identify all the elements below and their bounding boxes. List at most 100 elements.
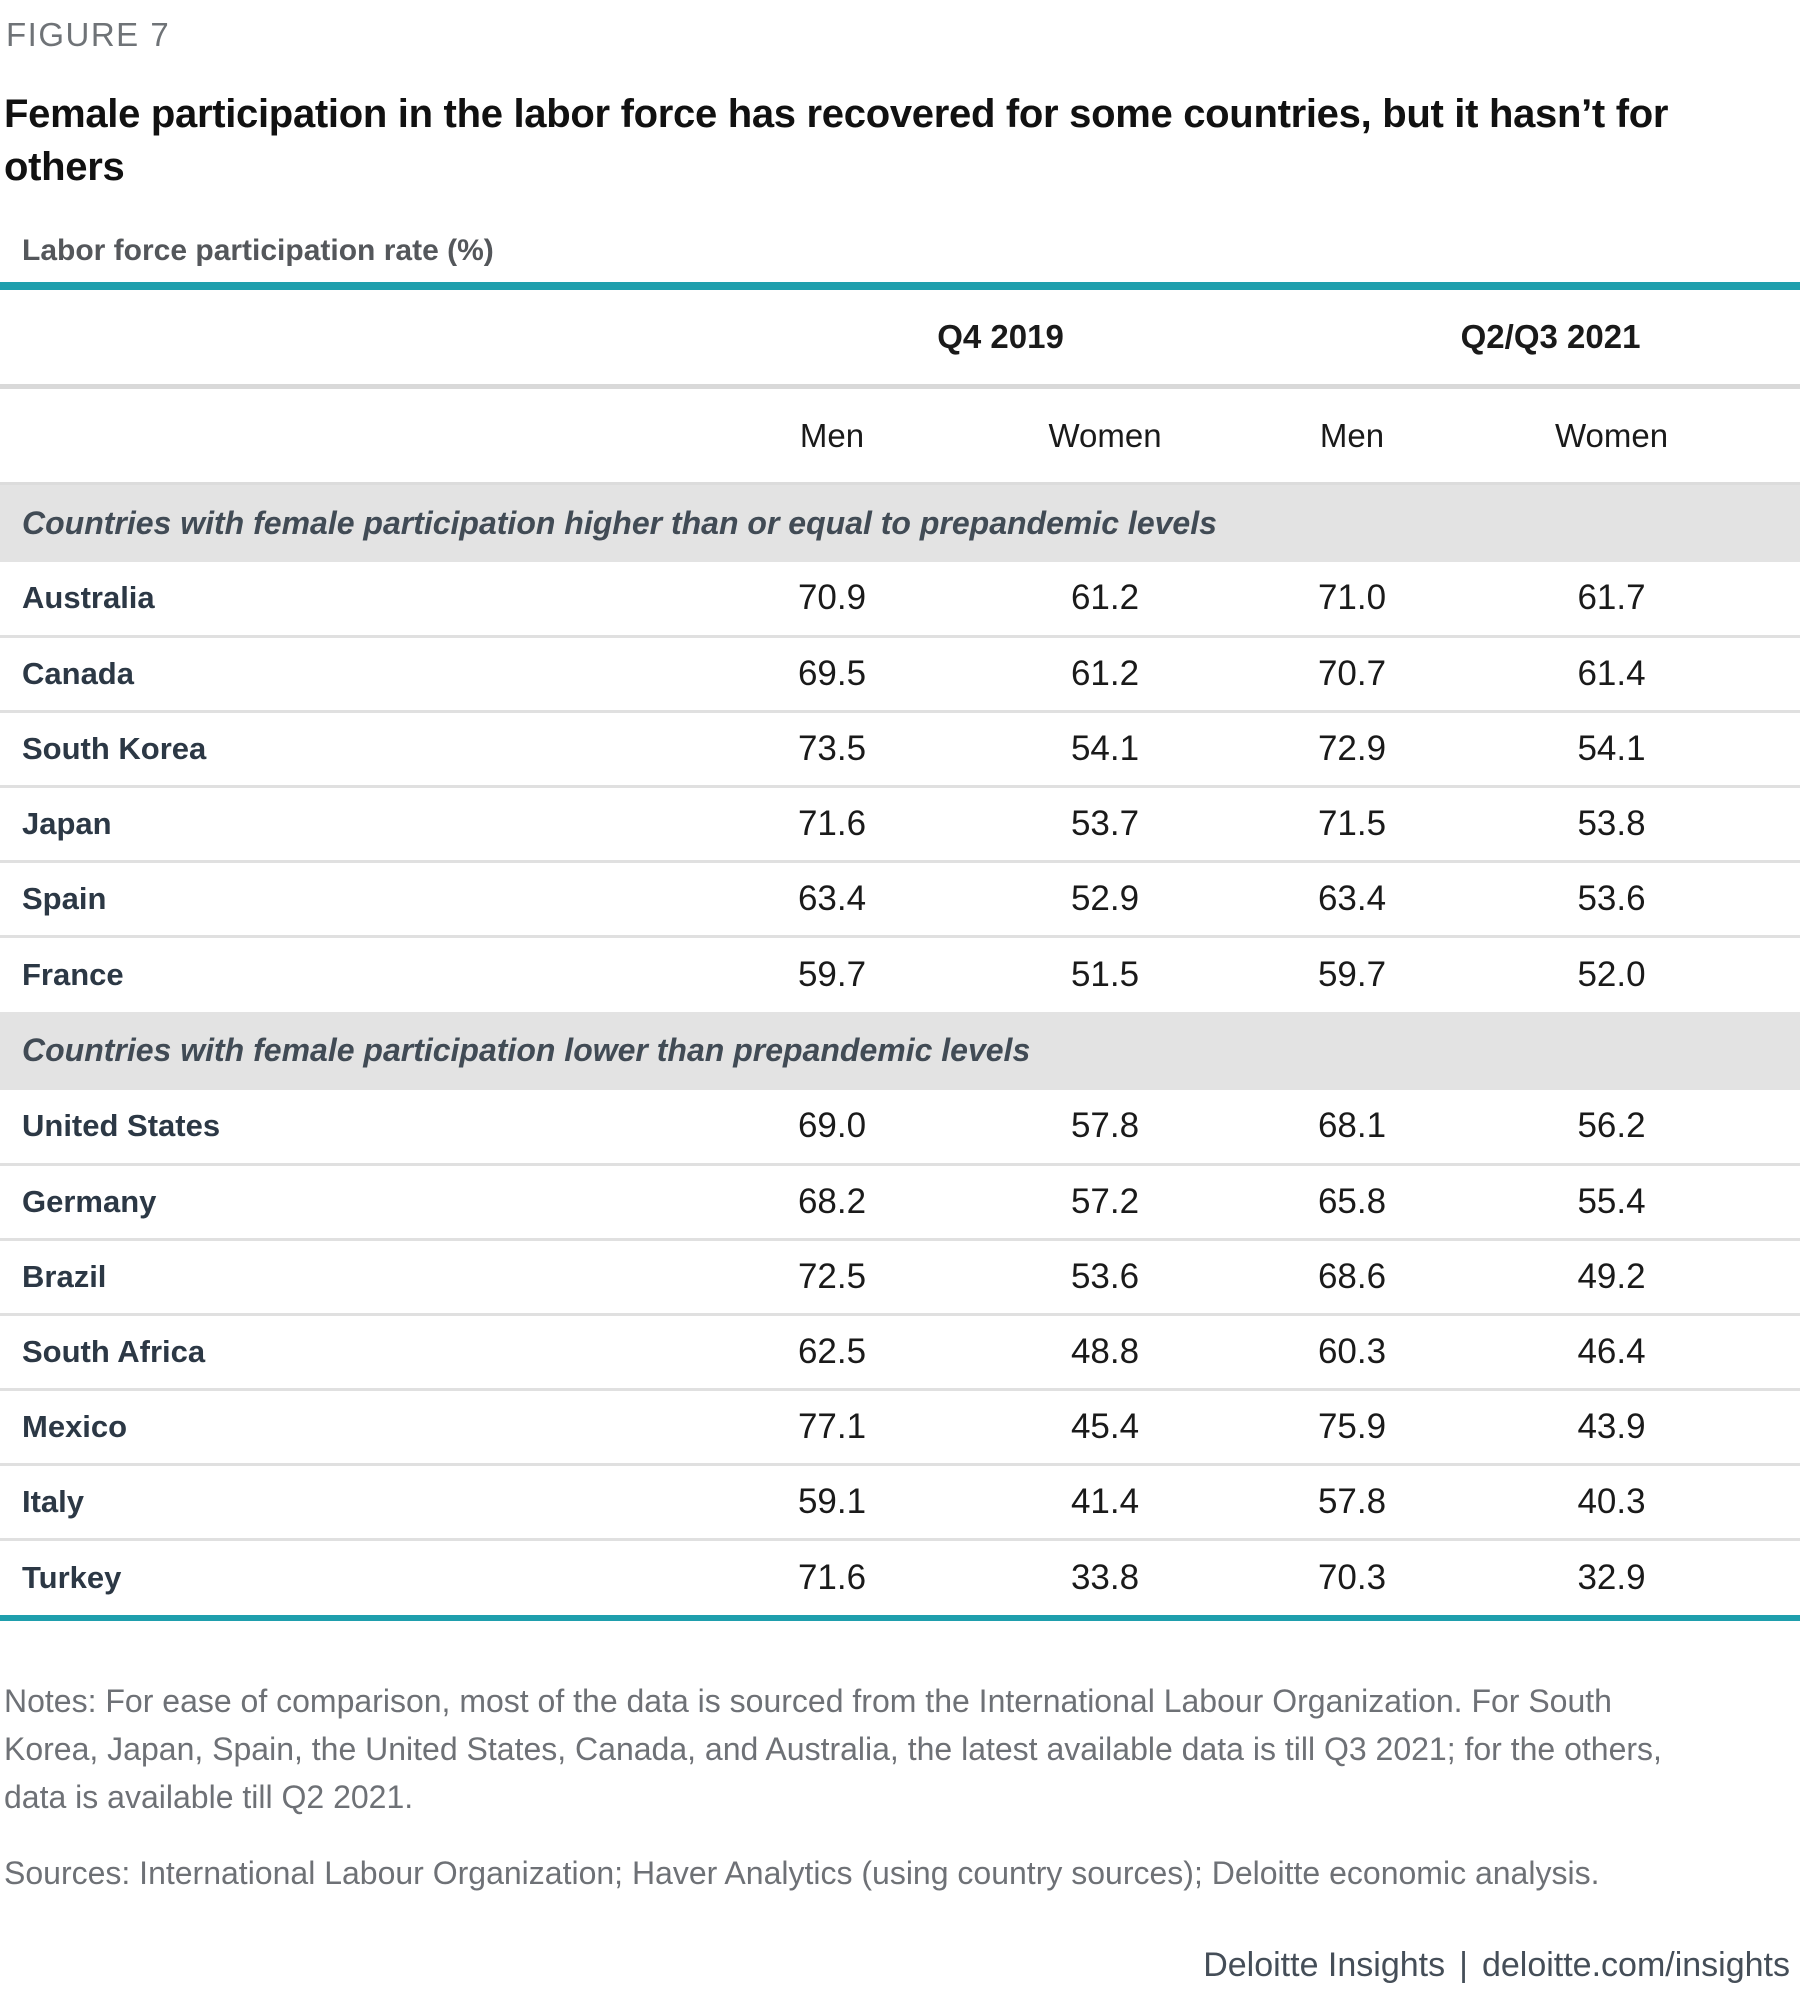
top-accent-rule: [0, 281, 1800, 290]
table-row: Brazil 72.5 53.6 68.6 49.2: [0, 1240, 1800, 1315]
value-cell: 60.3: [1317, 1332, 1387, 1372]
country-cell: Spain: [22, 881, 107, 917]
value-cell: 59.7: [1317, 954, 1387, 994]
value-cell: 59.7: [797, 954, 867, 994]
country-cell: South Korea: [22, 731, 207, 767]
table-head: Q4 2019 Q2/Q3 2021 Men Women Men Women: [0, 290, 1800, 484]
value-cell: 53.6: [1577, 879, 1646, 919]
value-cell: 61.2: [1070, 654, 1140, 694]
col-header-men-2021: Men: [1319, 416, 1385, 454]
value-cell: 71.0: [1317, 578, 1387, 618]
value-cell: 53.7: [1070, 804, 1140, 844]
value-cell: 54.1: [1070, 729, 1140, 769]
value-cell: 57.8: [1070, 1106, 1140, 1146]
country-cell: France: [22, 956, 124, 992]
value-cell: 33.8: [1070, 1557, 1140, 1597]
value-cell: 75.9: [1317, 1407, 1387, 1447]
country-cell: Australia: [22, 580, 155, 616]
value-cell: 57.2: [1070, 1182, 1140, 1222]
footer-url: deloitte.com/insights: [1481, 1946, 1790, 1984]
table-row: Italy 59.1 41.4 57.8 40.3: [0, 1465, 1800, 1540]
value-cell: 56.2: [1577, 1106, 1646, 1146]
country-cell: Canada: [22, 656, 134, 692]
value-cell: 57.8: [1317, 1482, 1387, 1522]
country-cell: Germany: [22, 1184, 157, 1220]
table-row: United States 69.0 57.8 68.1 56.2: [0, 1090, 1800, 1165]
country-cell: Brazil: [22, 1259, 107, 1295]
value-cell: 53.8: [1577, 804, 1646, 844]
sources-text: Sources: International Labour Organizati…: [4, 1854, 1600, 1891]
country-cell: Japan: [22, 806, 112, 842]
value-cell: 72.5: [797, 1257, 867, 1297]
value-cell: 51.5: [1070, 954, 1140, 994]
value-cell: 63.4: [1317, 879, 1387, 919]
table-row: Australia 70.9 61.2 71.0 61.7: [0, 562, 1800, 637]
column-group-q2q3-2021: Q2/Q3 2021: [1460, 317, 1641, 355]
col-header-men-2019: Men: [799, 416, 865, 454]
notes-text: Notes: For ease of comparison, most of t…: [4, 1682, 1662, 1815]
country-cell: South Africa: [22, 1334, 206, 1370]
country-cell: Italy: [22, 1484, 85, 1520]
value-cell: 61.7: [1577, 578, 1646, 618]
value-cell: 32.9: [1577, 1557, 1646, 1597]
bottom-accent-rule: [0, 1614, 1800, 1621]
table-body: Countries with female participation high…: [0, 483, 1800, 1615]
participation-table: Q4 2019 Q2/Q3 2021 Men Women Men Women C…: [0, 290, 1800, 1615]
value-cell: 69.0: [797, 1106, 867, 1146]
value-cell: 62.5: [797, 1332, 867, 1372]
section-header-label: Countries with female participation high…: [22, 504, 1217, 541]
col-header-women-2019: Women: [1048, 416, 1162, 454]
value-cell: 71.6: [797, 804, 867, 844]
value-cell: 71.6: [797, 1557, 867, 1597]
value-cell: 65.8: [1317, 1182, 1387, 1222]
value-cell: 61.2: [1070, 578, 1140, 618]
value-cell: 40.3: [1577, 1482, 1646, 1522]
value-cell: 73.5: [797, 729, 867, 769]
section-header-row: Countries with female participation lowe…: [0, 1011, 1800, 1090]
value-cell: 48.8: [1070, 1332, 1140, 1372]
value-cell: 70.9: [797, 578, 867, 618]
table-row: Mexico 77.1 45.4 75.9 43.9: [0, 1390, 1800, 1465]
value-cell: 63.4: [797, 879, 867, 919]
value-cell: 52.9: [1070, 879, 1140, 919]
value-cell: 49.2: [1577, 1257, 1646, 1297]
figure-label: FIGURE 7: [6, 16, 171, 53]
value-cell: 54.1: [1577, 729, 1646, 769]
section-header-label: Countries with female participation lowe…: [22, 1032, 1031, 1069]
value-cell: 77.1: [797, 1407, 867, 1447]
column-group-row: Q4 2019 Q2/Q3 2021: [0, 290, 1800, 387]
section-header-row: Countries with female participation high…: [0, 483, 1800, 562]
country-cell: Mexico: [22, 1409, 128, 1445]
value-cell: 52.0: [1577, 954, 1646, 994]
table-row: France 59.7 51.5 59.7 52.0: [0, 937, 1800, 1012]
value-cell: 70.7: [1317, 654, 1387, 694]
col-header-women-2021: Women: [1554, 416, 1669, 454]
table-row: Germany 68.2 57.2 65.8 55.4: [0, 1165, 1800, 1240]
value-cell: 70.3: [1317, 1557, 1387, 1597]
table-row: Spain 63.4 52.9 63.4 53.6: [0, 862, 1800, 937]
value-cell: 68.1: [1317, 1106, 1387, 1146]
sub-header-row: Men Women Men Women: [0, 387, 1800, 484]
footer-brand: Deloitte Insights: [1203, 1946, 1446, 1984]
empty-corner-cell: [0, 290, 700, 387]
footer-separator: |: [1459, 1946, 1468, 1984]
figure-title: Female participation in the labor force …: [4, 92, 1669, 189]
table-row: South Korea 73.5 54.1 72.9 54.1: [0, 712, 1800, 787]
footer: Deloitte Insights | deloitte.com/insights: [1203, 1946, 1790, 1985]
value-cell: 55.4: [1577, 1182, 1646, 1222]
value-cell: 53.6: [1070, 1257, 1140, 1297]
table-row: Japan 71.6 53.7 71.5 53.8: [0, 787, 1800, 862]
figure-subtitle: Labor force participation rate (%): [22, 233, 494, 267]
value-cell: 68.2: [797, 1182, 867, 1222]
column-group-q4-2019: Q4 2019: [937, 317, 1064, 355]
value-cell: 59.1: [797, 1482, 867, 1522]
value-cell: 41.4: [1070, 1482, 1140, 1522]
value-cell: 46.4: [1577, 1332, 1646, 1372]
value-cell: 45.4: [1070, 1407, 1140, 1447]
value-cell: 71.5: [1317, 804, 1387, 844]
value-cell: 69.5: [797, 654, 867, 694]
empty-corner-cell: [0, 387, 700, 484]
value-cell: 61.4: [1577, 654, 1646, 694]
country-cell: United States: [22, 1108, 221, 1144]
